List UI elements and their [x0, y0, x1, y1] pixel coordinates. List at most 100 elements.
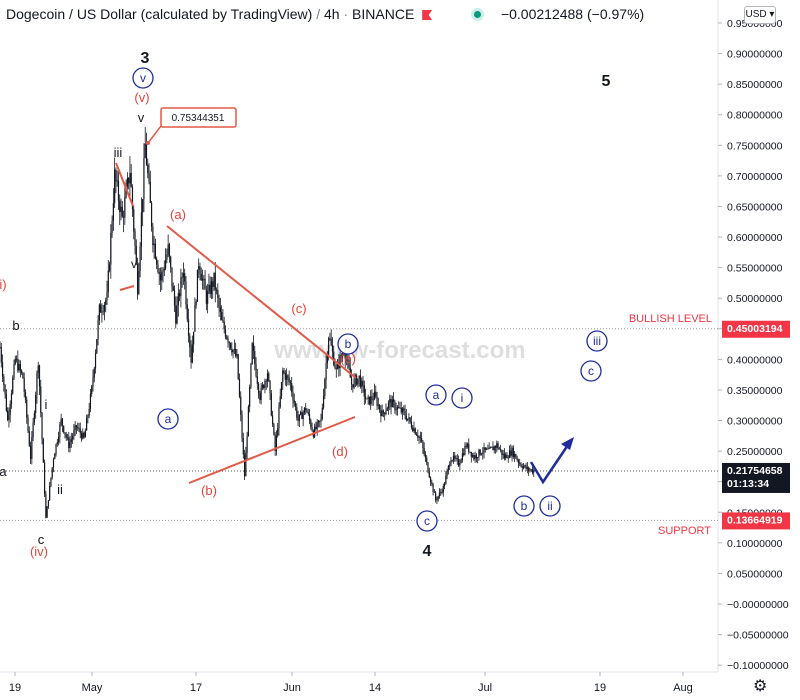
- price-candle-body: [24, 391, 27, 400]
- price-candle-body: [140, 212, 142, 247]
- y-tick-label: −0.05000000: [727, 630, 789, 642]
- gear-icon[interactable]: ⚙: [753, 678, 768, 695]
- price-candle-body: [310, 420, 312, 427]
- price-candle-body: [268, 373, 270, 381]
- price-candle-body: [49, 485, 51, 501]
- price-candle-body: [519, 462, 521, 464]
- price-candle-body: [237, 354, 239, 379]
- price-candle-body: [228, 342, 230, 344]
- wave-label-circle: [451, 387, 473, 409]
- wave-label-black: 3: [141, 50, 150, 67]
- price-candle-body: [422, 441, 424, 448]
- price-candle-body: [135, 245, 137, 264]
- price-candle-body: [69, 441, 71, 449]
- price-candle-body: [115, 169, 117, 182]
- price-candle-body: [209, 284, 211, 295]
- price-candle-body: [464, 445, 466, 455]
- price-candle-body: [144, 143, 146, 158]
- price-candle-body: [484, 447, 486, 450]
- price-candle-body: [78, 428, 80, 429]
- price-candle-body: [311, 426, 313, 431]
- price-candle-body: [156, 258, 158, 265]
- price-candle-body: [413, 428, 415, 431]
- price-candle-body: [515, 454, 517, 459]
- price-candle-body: [421, 438, 423, 442]
- price-candle-body: [521, 466, 523, 469]
- price-candle-body: [368, 396, 371, 405]
- price-candle-body: [252, 343, 255, 351]
- price-candle-body: [279, 396, 281, 408]
- price-candle-body: [465, 445, 467, 447]
- y-tick-label: 0.75000000: [727, 140, 783, 152]
- price-candle-body: [0, 347, 2, 363]
- price-candle-body: [126, 177, 128, 187]
- price-candle-body: [524, 465, 526, 467]
- wave-label-circled: b: [513, 495, 535, 517]
- price-candle-body: [0, 347, 1, 348]
- price-candle-body: [189, 335, 191, 348]
- price-candle-body: [13, 363, 15, 378]
- price-candle-body: [32, 422, 34, 438]
- price-candle-body: [480, 453, 483, 455]
- price-change: −0.00212488 (−0.97%): [500, 6, 645, 22]
- price-candle-body: [26, 399, 28, 418]
- price-candle-body: [60, 418, 62, 425]
- flag-icon[interactable]: [422, 10, 433, 20]
- price-candle-body: [463, 453, 465, 455]
- wave-label-circled: i: [451, 387, 473, 409]
- price-candle-body: [403, 408, 405, 411]
- price-candle-body: [148, 173, 150, 182]
- price-candle-body: [226, 336, 228, 339]
- y-tick-label: 0.90000000: [727, 49, 783, 61]
- x-tick-label: Jul: [478, 682, 492, 694]
- wave-label-red: (v): [134, 90, 149, 105]
- price-candle-body: [456, 458, 458, 460]
- symbol-name[interactable]: Dogecoin / US Dollar (calculated by Trad…: [6, 6, 313, 22]
- price-candle-body: [393, 399, 395, 402]
- peak-callout-dot: [146, 141, 150, 145]
- price-candle-body: [398, 407, 400, 408]
- price-candle-body: [232, 350, 234, 353]
- price-candle-body: [55, 443, 57, 454]
- price-candle-body: [166, 254, 168, 261]
- price-candle-body: [404, 410, 406, 416]
- price-candle-body: [533, 470, 535, 473]
- price-candle-body: [407, 418, 409, 420]
- price-candle-body: [229, 343, 232, 349]
- currency-selector[interactable]: USD ▾: [744, 6, 776, 24]
- wave-label-circled-text: a: [165, 412, 172, 426]
- support-price-tag-text: 0.13664919: [727, 514, 783, 526]
- price-candle-body: [461, 453, 463, 461]
- price-candle-body: [108, 264, 111, 271]
- price-candle-body: [457, 459, 460, 466]
- wave-marker-line: [115, 162, 134, 207]
- price-candle-body: [500, 449, 502, 450]
- price-candle-body: [130, 173, 132, 187]
- price-candle-body: [3, 376, 5, 385]
- price-candle-body: [105, 300, 107, 305]
- price-candle-body: [496, 443, 498, 448]
- price-candle-body: [92, 377, 94, 387]
- price-candle-body: [38, 365, 41, 387]
- price-candle-body: [385, 410, 387, 415]
- x-tick-label: May: [82, 682, 103, 694]
- price-candle-body: [288, 377, 290, 382]
- interval-label[interactable]: 4h: [324, 6, 340, 22]
- price-candle-body: [443, 484, 446, 487]
- wave-label-red: (a): [170, 207, 186, 222]
- wave-label-circled: iii: [586, 330, 608, 352]
- price-candle-body: [100, 304, 102, 313]
- wave-label-circled: v: [132, 67, 154, 89]
- price-candle-body: [437, 496, 439, 500]
- price-candle-body: [167, 244, 169, 255]
- price-candle-body: [68, 437, 70, 449]
- price-candle-body: [131, 186, 134, 210]
- price-candle-body: [317, 420, 320, 423]
- price-candle-body: [82, 432, 84, 439]
- wave-label-circled: b: [337, 333, 359, 355]
- y-tick-label: −0.00000000: [727, 599, 789, 611]
- price-candle-body: [419, 436, 421, 439]
- wave-label-circle: [416, 510, 438, 532]
- price-candle-body: [224, 329, 227, 337]
